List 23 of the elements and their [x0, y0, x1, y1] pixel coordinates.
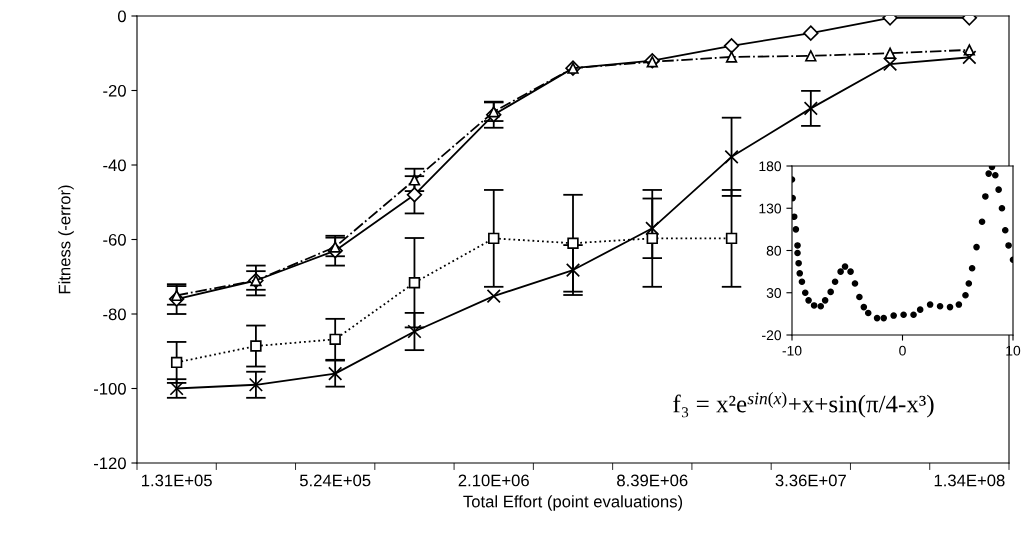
y-tick-label: -40: [103, 159, 126, 172]
x-tick-label: 3.36E+07: [775, 474, 846, 487]
y-tick-label: -120: [93, 457, 126, 470]
x-tick-label: 1.34E+08: [934, 474, 1005, 487]
annotation: f₃ = x²e$^{sin(x)}$+x+sin(π/4-x³): [673, 392, 934, 418]
y-tick-label: 180: [759, 161, 782, 172]
y-tick-label: -100: [93, 382, 126, 395]
x-tick-label: -10: [782, 345, 802, 356]
y-axis-title: Fitness (-error): [58, 185, 74, 294]
y-tick-label: 30: [766, 288, 782, 298]
x-tick-label: 0: [899, 345, 906, 356]
y-tick-label: 0: [117, 10, 126, 23]
y-tick-label: -60: [103, 233, 126, 246]
x-tick-label: 5.24E+05: [299, 474, 371, 487]
y-tick-label: -80: [103, 308, 126, 321]
y-tick-label: -20: [103, 84, 126, 97]
x-tick-label: 8.39E+06: [617, 474, 688, 487]
y-tick-label: 80: [766, 245, 782, 256]
x-tick-label: 1.31E+05: [142, 474, 212, 487]
y-tick-label: 130: [759, 203, 782, 214]
y-tick-label: -20: [762, 330, 782, 341]
x-axis-title: Total Effort (point evaluations): [463, 495, 683, 511]
x-tick-label: 2.10E+06: [458, 474, 529, 487]
